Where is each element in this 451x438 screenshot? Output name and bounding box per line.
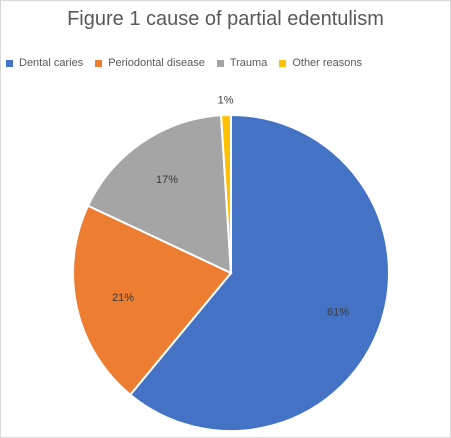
legend-label-periodontal-disease: Periodontal disease (108, 57, 205, 69)
legend-swatch-other-reasons (279, 59, 287, 67)
pie-slice-trauma (86, 114, 233, 275)
pie-slice-other-reasons (220, 113, 232, 274)
data-label-other-reasons: 1% (218, 94, 234, 106)
legend-item-other-reasons: Other reasons (279, 57, 362, 69)
pie-slice-dental-caries (128, 113, 390, 432)
legend-label-other-reasons: Other reasons (292, 57, 363, 69)
data-label-dental-caries: 61% (327, 307, 349, 319)
legend-item-dental-caries: Dental caries (6, 57, 83, 69)
legend-item-trauma: Trauma (216, 57, 268, 69)
legend-label-trauma: Trauma (229, 57, 268, 69)
legend: Dental caries Periodontal disease Trauma… (6, 57, 374, 69)
data-label-periodontal-disease: 21% (112, 292, 134, 304)
legend-label-dental-caries: Dental caries (19, 57, 84, 69)
legend-swatch-trauma (216, 59, 224, 67)
legend-item-periodontal-disease: Periodontal disease (95, 57, 205, 69)
data-label-trauma: 17% (156, 174, 178, 186)
pie-slice-periodontal-disease (72, 204, 233, 397)
chart-title: Figure 1 cause of partial edentulism (67, 8, 384, 30)
legend-swatch-periodontal-disease (95, 59, 103, 67)
legend-swatch-dental-caries (6, 59, 13, 67)
